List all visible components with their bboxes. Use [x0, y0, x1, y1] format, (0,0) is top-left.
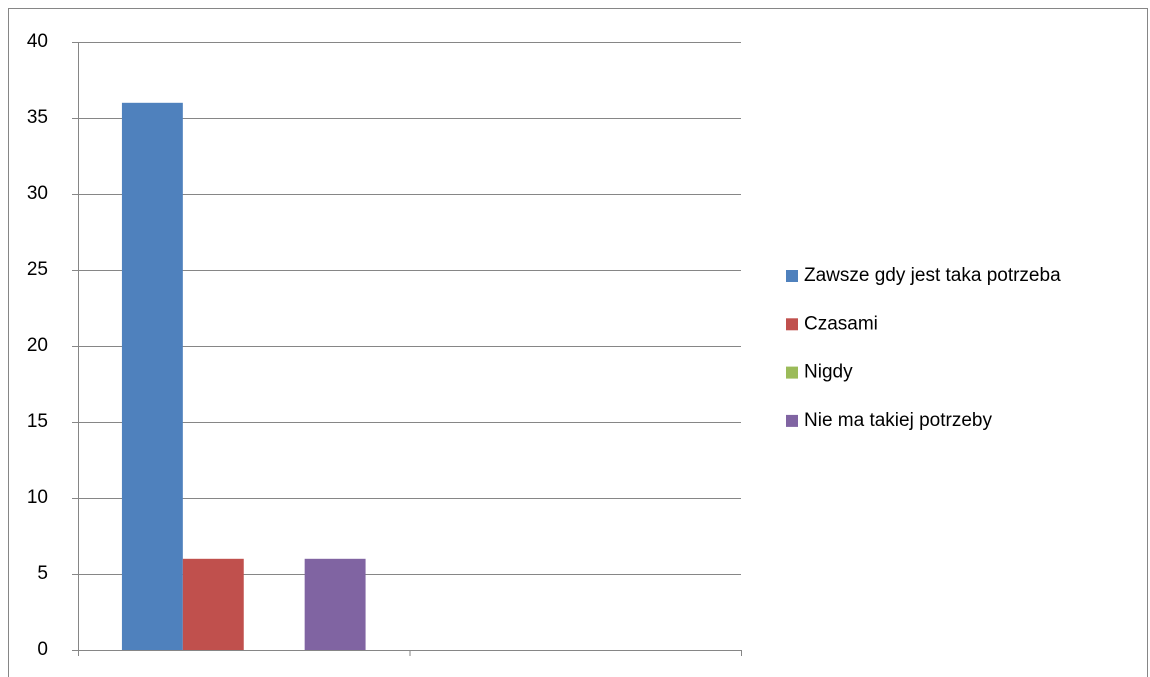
legend-label: Zawsze gdy jest taka potrzeba [804, 265, 1061, 286]
y-tick-label: 35 [27, 107, 48, 128]
legend-swatch [786, 414, 798, 427]
y-tick-label: 0 [37, 639, 48, 660]
y-tick-label: 15 [27, 411, 48, 432]
bar [182, 558, 244, 650]
y-tick-label: 10 [27, 487, 48, 508]
legend-label: Czasami [804, 313, 878, 334]
y-tick-label: 20 [27, 335, 48, 356]
y-tick-label: 30 [27, 183, 48, 204]
legend-swatch [786, 318, 798, 331]
y-tick-label: 25 [27, 259, 48, 280]
legend-label: Nie ma takiej potrzeby [804, 410, 992, 431]
y-tick-label: 5 [37, 563, 48, 584]
bar [121, 102, 183, 651]
legend-swatch [786, 366, 798, 379]
bar [304, 558, 366, 650]
legend-label: Nigdy [804, 362, 853, 383]
legend-swatch [786, 270, 798, 282]
y-tick-label: 40 [27, 31, 48, 52]
